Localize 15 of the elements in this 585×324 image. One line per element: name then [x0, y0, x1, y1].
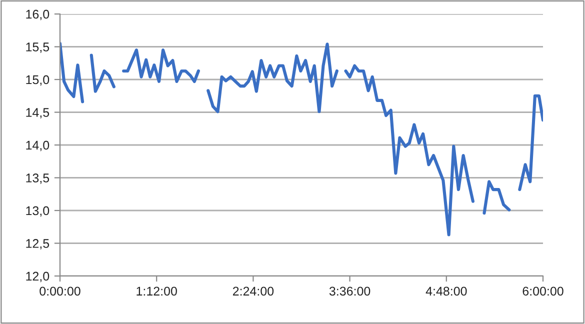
y-tick-label: 14,5 — [26, 108, 50, 118]
y-tick-label: 14,0 — [26, 140, 50, 152]
y-tick-label: 12,0 — [26, 272, 50, 282]
x-tick-label: 4:48:00 — [426, 286, 467, 296]
y-tick-label: 16,0 — [26, 10, 50, 20]
y-tick-label: 13,5 — [26, 174, 50, 184]
x-tick-label: 2:24:00 — [232, 286, 274, 296]
x-tick-label: 6:00:00 — [522, 286, 564, 296]
x-tick-label: 3:36:00 — [329, 286, 370, 296]
y-tick-label: 12,5 — [26, 239, 50, 250]
y-tick-label: 15,0 — [26, 75, 50, 86]
x-tick-label: 1:12:00 — [136, 286, 177, 296]
y-tick-label: 15,5 — [26, 42, 50, 53]
x-tick-label: 0:00:00 — [40, 286, 80, 296]
y-tick-label: 13,0 — [26, 206, 50, 217]
